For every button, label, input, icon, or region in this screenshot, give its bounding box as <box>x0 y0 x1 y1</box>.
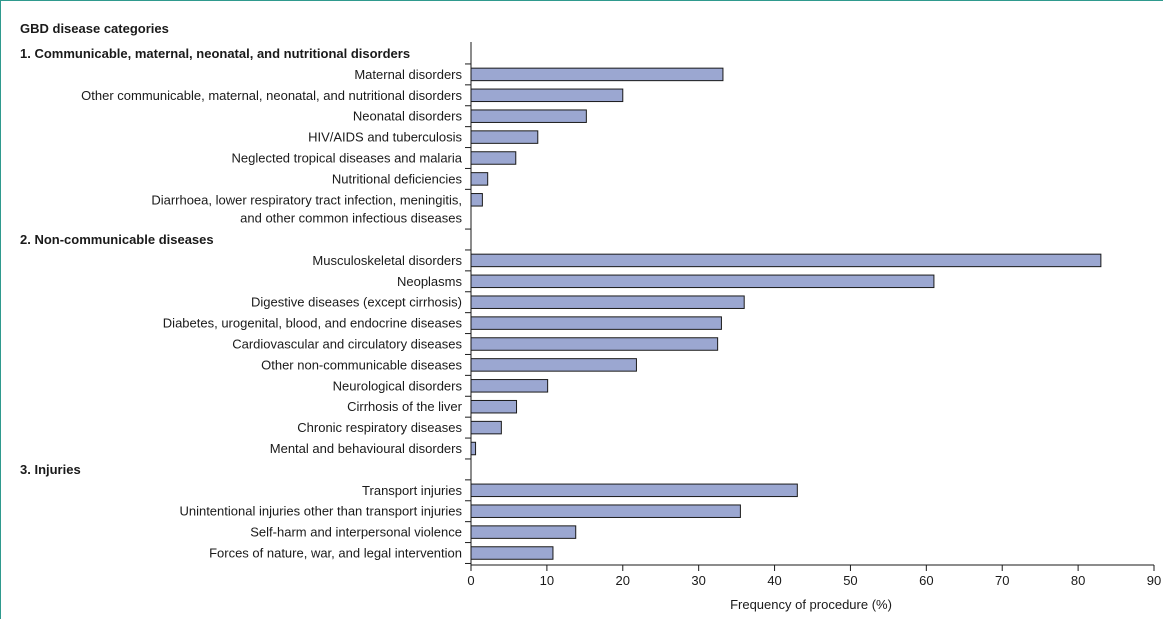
bar <box>470 295 745 309</box>
category-label: Transport injuries <box>362 483 462 498</box>
bar <box>470 193 483 207</box>
bar <box>470 525 577 539</box>
category-label: Diabetes, urogenital, blood, and endocri… <box>163 316 463 331</box>
category-label: Other communicable, maternal, neonatal, … <box>81 88 462 103</box>
x-tick-label: 20 <box>616 573 630 588</box>
x-tick-label: 90 <box>1147 573 1161 588</box>
group-label: 3. Injuries <box>20 462 81 477</box>
category-label: Unintentional injuries other than transp… <box>179 504 462 519</box>
bar <box>470 109 587 123</box>
bar <box>470 504 741 518</box>
x-tick-label: 40 <box>767 573 781 588</box>
x-tick-label: 60 <box>919 573 933 588</box>
category-label: Mental and behavioural disorders <box>270 441 463 456</box>
bar <box>470 172 489 186</box>
group-label: 1. Communicable, maternal, neonatal, and… <box>20 46 410 61</box>
chart-title: GBD disease categories <box>20 21 169 36</box>
bar <box>470 379 549 393</box>
category-label: Forces of nature, war, and legal interve… <box>209 546 462 561</box>
bar <box>470 420 502 435</box>
x-tick-label: 80 <box>1071 573 1085 588</box>
bar <box>470 483 798 498</box>
bar <box>470 316 722 330</box>
category-label: Self-harm and interpersonal violence <box>250 525 462 540</box>
group-label: 2. Non-communicable diseases <box>20 232 214 247</box>
category-label: Diarrhoea, lower respiratory tract infec… <box>151 192 462 225</box>
category-label: Chronic respiratory diseases <box>297 420 462 435</box>
category-label: HIV/AIDS and tuberculosis <box>308 130 462 145</box>
category-label: Neoplasms <box>397 274 463 289</box>
category-label: Maternal disorders <box>354 67 462 82</box>
bar <box>470 358 637 372</box>
x-tick-label: 10 <box>540 573 554 588</box>
x-axis-label: Frequency of procedure (%) <box>730 597 892 612</box>
bar <box>470 88 624 103</box>
category-label: Nutritional deficiencies <box>332 171 463 186</box>
bar <box>470 253 1102 268</box>
x-tick-label: 50 <box>843 573 857 588</box>
x-tick-label: 70 <box>995 573 1009 588</box>
x-tick-label: 0 <box>467 573 474 588</box>
category-label: Cardiovascular and circulatory diseases <box>232 337 462 352</box>
bar <box>470 130 539 144</box>
bar <box>470 546 554 560</box>
bar <box>470 399 518 414</box>
category-label: Neonatal disorders <box>353 109 463 124</box>
bar <box>470 441 477 456</box>
plot-area: 1. Communicable, maternal, neonatal, and… <box>20 42 1161 588</box>
category-label: Neurological disorders <box>333 378 463 393</box>
category-label: Other non-communicable diseases <box>261 357 462 372</box>
category-label: Neglected tropical diseases and malaria <box>231 151 462 166</box>
category-label: Musculoskeletal disorders <box>312 253 462 268</box>
bar <box>470 274 935 289</box>
category-label: Cirrhosis of the liver <box>347 399 463 414</box>
bar <box>470 67 724 82</box>
category-label: Digestive diseases (except cirrhosis) <box>251 295 462 310</box>
bar <box>470 151 517 165</box>
bar <box>470 337 719 351</box>
x-tick-label: 30 <box>691 573 705 588</box>
